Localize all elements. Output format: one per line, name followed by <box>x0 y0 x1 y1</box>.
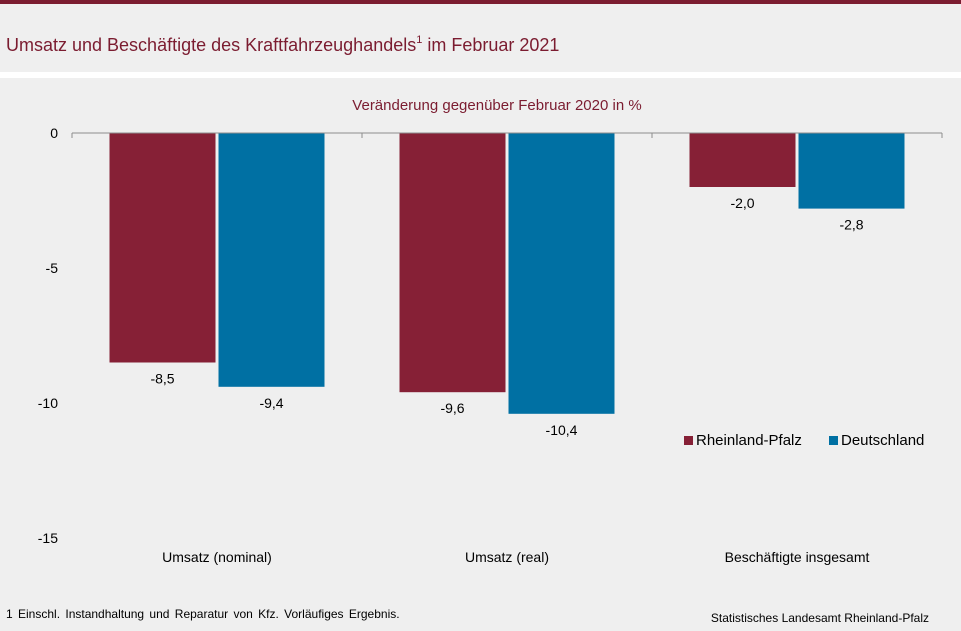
bar-rheinland-pfalz <box>109 133 216 363</box>
title-rest: im Februar 2021 <box>422 35 560 55</box>
title-footnote-marker: 1 <box>416 34 423 46</box>
y-tick-label: -5 <box>46 260 59 276</box>
data-label: -8,5 <box>150 371 174 387</box>
y-tick-label: -15 <box>38 530 58 546</box>
category-label: Beschäftigte insgesamt <box>725 549 870 565</box>
bar-chart: Veränderung gegenüber Februar 2020 in % 0… <box>38 97 943 565</box>
legend-label: Rheinland-Pfalz <box>696 432 802 449</box>
chart-subtitle: Veränderung gegenüber Februar 2020 in % <box>352 97 641 114</box>
bar-deutschland <box>508 133 615 414</box>
footnote: 1 Einschl. Instandhaltung und Reparatur … <box>6 607 400 621</box>
legend-swatch <box>684 436 693 445</box>
category-label: Umsatz (nominal) <box>162 549 272 565</box>
y-tick-label: 0 <box>50 125 58 141</box>
page-title: Umsatz und Beschäftigte des Kraftfahrzeu… <box>6 34 560 56</box>
category-label: Umsatz (real) <box>465 549 549 565</box>
data-label: -2,8 <box>839 217 863 233</box>
data-label: -9,6 <box>440 400 464 416</box>
title-area: Umsatz und Beschäftigte des Kraftfahrzeu… <box>0 4 961 72</box>
top-accent-bar <box>0 0 961 4</box>
legend-swatch <box>829 436 838 445</box>
title-separator <box>0 72 961 78</box>
legend-label: Deutschland <box>841 432 924 449</box>
title-main: Umsatz und Beschäftigte des Kraftfahrzeu… <box>6 35 417 55</box>
bar-rheinland-pfalz <box>399 133 506 393</box>
bar-deutschland <box>798 133 905 209</box>
bar-rheinland-pfalz <box>689 133 796 187</box>
data-label: -9,4 <box>259 395 283 411</box>
y-tick-label: -10 <box>38 395 58 411</box>
data-label: -2,0 <box>730 195 754 211</box>
source-credit: Statistisches Landesamt Rheinland-Pfalz <box>710 611 929 625</box>
data-label: -10,4 <box>546 422 578 438</box>
bar-deutschland <box>218 133 325 387</box>
